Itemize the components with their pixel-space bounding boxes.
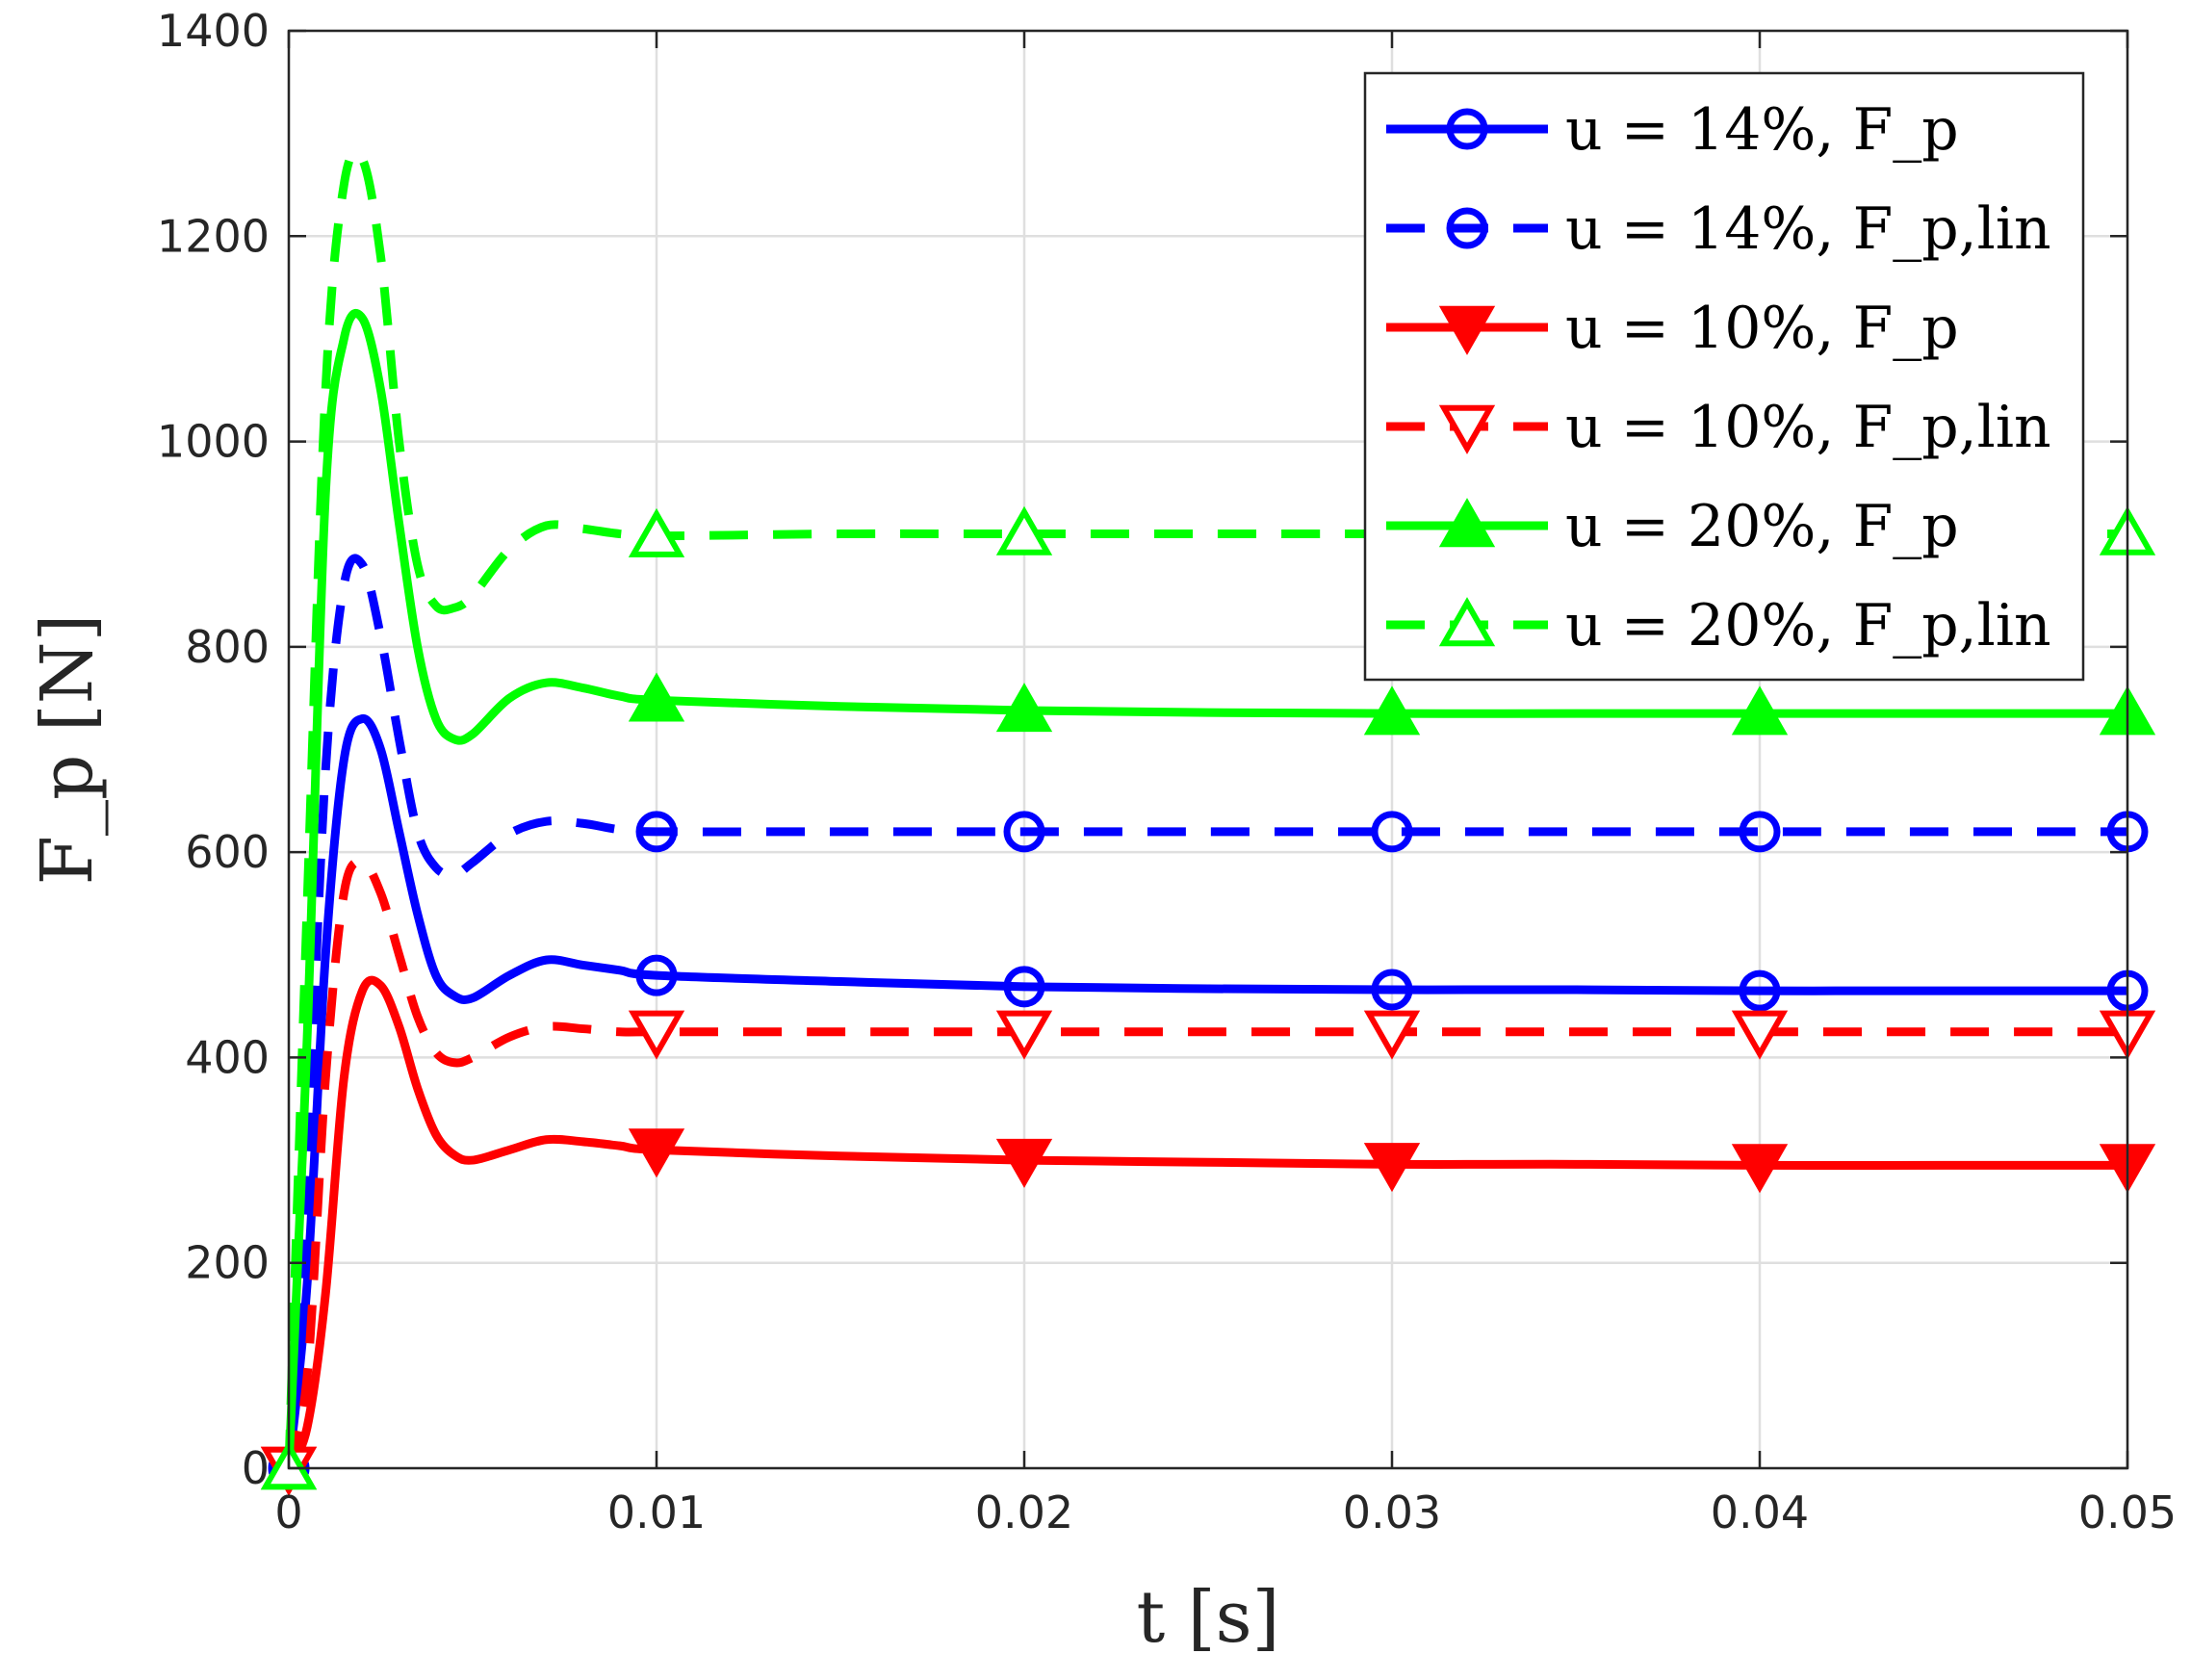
y-tick-label: 800 bbox=[185, 621, 270, 673]
series-1-point-4 bbox=[1739, 811, 1781, 853]
x-tick-label: 0.01 bbox=[607, 1486, 706, 1538]
legend-label-5: u = 20%, F_p,lin bbox=[1565, 592, 2051, 659]
legend-entry-3: u = 10%, F_p,lin bbox=[1386, 394, 2051, 461]
x-tick-label: 0.05 bbox=[2078, 1486, 2177, 1538]
x-axis-label: t [s] bbox=[1137, 1576, 1280, 1659]
y-tick-label: 1000 bbox=[157, 416, 270, 468]
series-1 bbox=[268, 554, 2149, 1489]
series-3-point-1 bbox=[628, 1010, 685, 1060]
legend-label-3: u = 10%, F_p,lin bbox=[1565, 394, 2051, 461]
axes bbox=[287, 29, 2129, 1470]
series-0-point-1 bbox=[635, 954, 678, 996]
y-tick-label: 1200 bbox=[157, 210, 270, 262]
y-tick-label: 1400 bbox=[157, 5, 270, 57]
series-1-point-1 bbox=[635, 811, 678, 853]
series-2-point-1 bbox=[628, 1128, 685, 1178]
series-1-point-2 bbox=[1003, 811, 1045, 853]
legend-entry-0: u = 14%, F_p bbox=[1386, 96, 1959, 164]
series-5-point-1 bbox=[628, 507, 685, 557]
legend-marker-4 bbox=[1438, 498, 1496, 548]
series-0-point-3 bbox=[1371, 969, 1413, 1011]
x-tick-label: 0.02 bbox=[975, 1486, 1073, 1538]
series-3-point-4 bbox=[1731, 1010, 1789, 1060]
plot-frame bbox=[287, 29, 2129, 1470]
series-line-1 bbox=[284, 554, 2127, 1469]
x-tick-label: 0.04 bbox=[1711, 1486, 1809, 1538]
series-4-point-2 bbox=[995, 683, 1053, 733]
legend-entry-5: u = 20%, F_p,lin bbox=[1386, 592, 2051, 659]
series-4-point-3 bbox=[1363, 685, 1421, 736]
series-2-point-3 bbox=[1363, 1143, 1421, 1193]
legend-marker-1 bbox=[1446, 207, 1488, 249]
y-tick-label: 200 bbox=[185, 1237, 270, 1289]
legend-marker-2 bbox=[1438, 305, 1496, 355]
legend-entry-1: u = 14%, F_p,lin bbox=[1386, 195, 2051, 263]
legend-marker-3 bbox=[1438, 404, 1496, 454]
y-axis-label: F_p [N] bbox=[26, 614, 109, 886]
legend-label-4: u = 20%, F_p bbox=[1565, 493, 1959, 560]
series-line-0 bbox=[284, 714, 2127, 1469]
series-1-point-3 bbox=[1371, 811, 1413, 853]
y-tick-label: 600 bbox=[185, 826, 270, 878]
legend-label-0: u = 14%, F_p bbox=[1565, 96, 1959, 164]
x-tick-label: 0 bbox=[274, 1486, 302, 1538]
legend-marker-5 bbox=[1438, 597, 1496, 647]
legend-entry-2: u = 10%, F_p bbox=[1386, 295, 1959, 362]
series-3-point-3 bbox=[1363, 1010, 1421, 1060]
series-line-5 bbox=[284, 147, 2127, 1469]
series-2-point-4 bbox=[1731, 1144, 1789, 1194]
series-0-point-2 bbox=[1003, 966, 1045, 1008]
x-tick-label: 0.03 bbox=[1343, 1486, 1441, 1538]
series-4-point-4 bbox=[1731, 685, 1789, 736]
series-3-point-2 bbox=[995, 1010, 1053, 1060]
series-5-point-2 bbox=[995, 505, 1053, 556]
series-4-point-1 bbox=[628, 672, 685, 722]
tick-labels: 0 0.01 0.02 0.03 0.04 0.05 0 200 400 600 800 1000 12… bbox=[157, 5, 2177, 1538]
legend-entry-4: u = 20%, F_p bbox=[1386, 493, 1959, 560]
series-line-2 bbox=[284, 975, 2127, 1471]
series-line-4 bbox=[284, 309, 2127, 1469]
legend-label-2: u = 10%, F_p bbox=[1565, 295, 1959, 362]
legend-marker-0 bbox=[1446, 108, 1488, 150]
series-2-point-2 bbox=[995, 1138, 1053, 1188]
series-0-point-4 bbox=[1739, 969, 1781, 1012]
legend-box bbox=[1363, 71, 2085, 682]
y-tick-label: 400 bbox=[185, 1031, 270, 1083]
legend-label-1: u = 14%, F_p,lin bbox=[1565, 195, 2051, 263]
y-tick-label: 0 bbox=[242, 1442, 270, 1494]
